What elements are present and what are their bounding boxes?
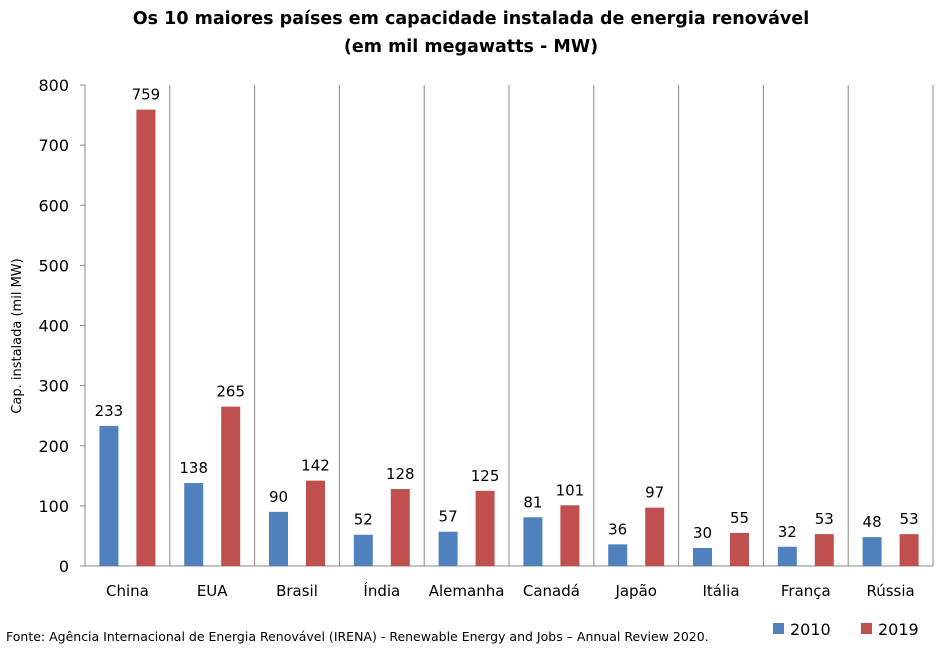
data-label: 90	[269, 488, 288, 506]
y-tick-label: 0	[59, 557, 69, 576]
bar-2010	[184, 483, 204, 566]
bar-2010	[862, 537, 882, 566]
bar-2019	[136, 109, 156, 567]
bar-2019	[306, 480, 325, 566]
bar-2010	[608, 544, 628, 566]
legend: 2010 2019	[773, 620, 919, 639]
data-label: 125	[471, 467, 500, 485]
category-label: Canadá	[523, 582, 580, 600]
bar-2010	[693, 547, 712, 566]
legend-swatch	[773, 623, 784, 634]
y-tick-label: 500	[38, 256, 69, 275]
data-label: 101	[556, 481, 585, 499]
y-tick-label: 200	[38, 437, 69, 456]
chart-subtitle: (em mil megawatts - MW)	[344, 37, 598, 57]
data-label: 142	[301, 457, 330, 475]
bar-2019	[645, 507, 665, 566]
data-label: 57	[439, 508, 458, 526]
data-label: 48	[863, 513, 882, 531]
legend-label: 2010	[790, 620, 831, 639]
data-label: 265	[216, 383, 245, 401]
y-tick-label: 400	[38, 317, 69, 336]
category-label: Itália	[702, 582, 739, 600]
data-label: 36	[608, 520, 627, 538]
y-axis-label: Cap. instalada (mil MW)	[10, 258, 25, 413]
legend-swatch	[861, 623, 872, 634]
plot-area: 0 100 200 300 400 500 600 700 800 233 759 China 138 2…	[38, 76, 934, 600]
bar-2019	[560, 505, 580, 566]
bar-2019	[899, 534, 919, 566]
bar-2010	[523, 517, 543, 566]
data-label: 233	[95, 402, 124, 420]
category-label: EUA	[197, 582, 228, 600]
bar-2010	[777, 546, 797, 566]
data-label: 128	[386, 465, 415, 483]
bar-2010	[99, 425, 119, 566]
category-label: França	[781, 582, 831, 600]
chart-title: Os 10 maiores países em capacidade insta…	[133, 9, 809, 29]
data-label: 30	[693, 524, 712, 542]
y-tick-label: 700	[38, 136, 69, 155]
data-label: 138	[179, 459, 208, 477]
bar-2010	[269, 511, 288, 566]
category-label: Índia	[363, 581, 400, 600]
data-label: 55	[730, 509, 749, 527]
bar-2019	[814, 534, 834, 566]
data-label: 759	[132, 86, 161, 104]
y-tick-label: 100	[38, 497, 69, 516]
bar-2019	[730, 532, 749, 566]
data-label: 53	[815, 510, 834, 528]
category-label: Brasil	[276, 582, 318, 600]
source-note: Fonte: Agência Internacional de Energia …	[6, 629, 709, 644]
data-label: 81	[523, 493, 542, 511]
y-tick-label: 600	[38, 196, 69, 215]
legend-label: 2019	[878, 620, 919, 639]
y-tick-label: 800	[38, 76, 69, 95]
category-label: Japão	[614, 582, 657, 600]
data-label: 53	[900, 510, 919, 528]
data-label: 32	[778, 523, 797, 541]
bar-2010	[353, 534, 373, 566]
category-label: Rússia	[866, 582, 914, 600]
y-tick-label: 300	[38, 377, 69, 396]
bar-2019	[390, 489, 410, 566]
bar-2019	[475, 490, 495, 566]
category-label: China	[106, 582, 149, 600]
data-label: 97	[645, 484, 664, 502]
category-label: Alemanha	[429, 582, 505, 600]
bar-2010	[438, 531, 458, 566]
data-label: 52	[354, 511, 373, 529]
bar-2019	[221, 406, 241, 566]
